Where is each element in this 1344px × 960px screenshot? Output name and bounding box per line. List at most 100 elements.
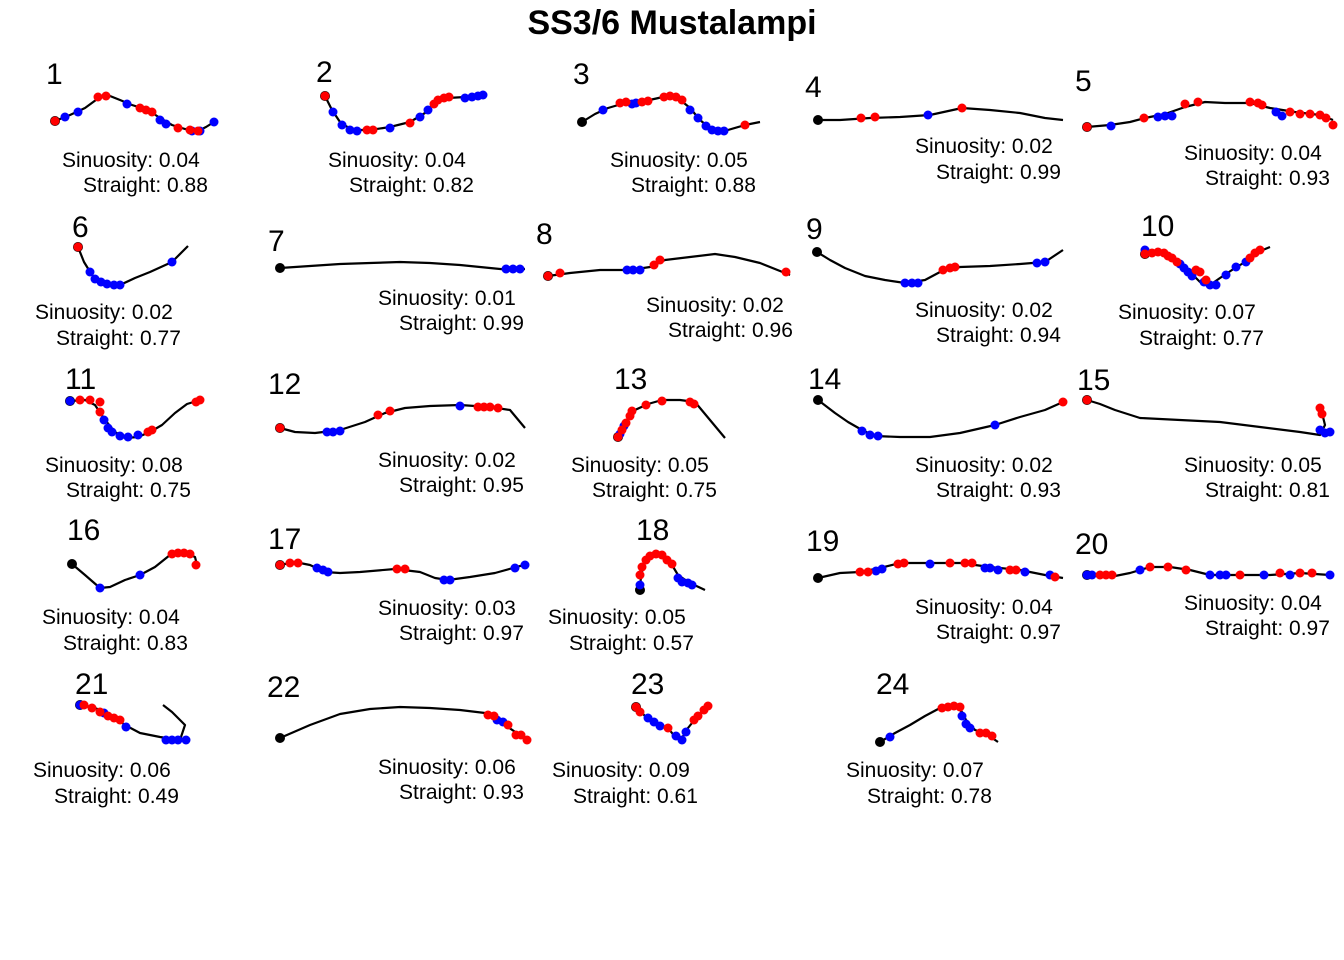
blue-point [635, 580, 645, 590]
red-point [285, 558, 295, 568]
red-point [1257, 100, 1267, 110]
blue-point [121, 722, 131, 732]
red-point [637, 562, 647, 572]
straightness-label: Straight: 0.97 [399, 622, 524, 645]
red-point [677, 95, 687, 105]
panel-number: 6 [72, 211, 89, 244]
red-point [635, 570, 645, 580]
straightness-label: Straight: 0.99 [399, 312, 524, 335]
red-point [1201, 275, 1211, 285]
red-point [1082, 122, 1092, 132]
sinuosity-label: Sinuosity: 0.02 [35, 301, 173, 324]
red-point [1305, 109, 1315, 119]
blue-point [1032, 258, 1042, 268]
red-point [101, 91, 111, 101]
blue-point [115, 280, 125, 290]
straightness-label: Straight: 0.93 [1205, 167, 1330, 190]
sinuosity-label: Sinuosity: 0.06 [33, 759, 171, 782]
panel-number: 23 [631, 668, 665, 701]
blue-point [99, 415, 109, 425]
red-point [855, 567, 865, 577]
red-point [400, 564, 410, 574]
blue-point [65, 396, 75, 406]
sinuosity-label: Sinuosity: 0.04 [62, 149, 200, 172]
sinuosity-label: Sinuosity: 0.04 [1184, 142, 1322, 165]
red-point [1181, 565, 1191, 575]
red-point [1082, 395, 1092, 405]
blue-point [877, 564, 887, 574]
blue-point [1020, 567, 1030, 577]
red-point [967, 558, 977, 568]
red-point [938, 265, 948, 275]
panel-number: 15 [1077, 364, 1111, 397]
blue-point [173, 735, 183, 745]
blue-point [107, 427, 117, 437]
red-point [522, 735, 532, 745]
straightness-label: Straight: 0.97 [1205, 617, 1330, 640]
blue-point [1040, 257, 1050, 267]
straightness-label: Straight: 0.93 [399, 781, 524, 804]
red-point [1285, 107, 1295, 117]
red-point [93, 92, 103, 102]
sinuosity-label: Sinuosity: 0.04 [915, 596, 1053, 619]
blue-point [115, 431, 125, 441]
panel-number: 21 [75, 668, 109, 701]
red-point [405, 118, 415, 128]
start-point [275, 733, 285, 743]
straightness-label: Straight: 0.99 [936, 161, 1061, 184]
blue-point [455, 401, 465, 411]
blue-point [1221, 570, 1231, 580]
blue-point [520, 560, 530, 570]
red-point [543, 271, 553, 281]
straightness-label: Straight: 0.77 [1139, 327, 1264, 350]
blue-point [1160, 111, 1170, 121]
red-point [1180, 99, 1190, 109]
red-point [50, 116, 60, 126]
panel-number: 19 [806, 525, 840, 558]
sinuosity-label: Sinuosity: 0.02 [646, 294, 784, 317]
red-point [195, 395, 205, 405]
red-point [555, 268, 565, 278]
start-point [813, 395, 823, 405]
blue-point [1231, 262, 1241, 272]
red-point [493, 403, 503, 413]
blue-point [85, 267, 95, 277]
panel-number: 16 [67, 514, 101, 547]
red-point [1193, 97, 1203, 107]
panel-number: 2 [316, 56, 333, 89]
red-point [945, 558, 955, 568]
red-point [899, 558, 909, 568]
blue-point [1211, 280, 1221, 290]
red-point [950, 262, 960, 272]
sinuosity-label: Sinuosity: 0.03 [378, 597, 516, 620]
red-point [75, 395, 85, 405]
blue-point [1221, 270, 1231, 280]
red-point [1050, 572, 1060, 582]
red-point [955, 702, 965, 712]
straightness-label: Straight: 0.94 [936, 324, 1061, 347]
red-point [385, 406, 395, 416]
red-point [1255, 245, 1265, 255]
panel-number: 9 [806, 213, 823, 246]
sinuosity-label: Sinuosity: 0.04 [42, 606, 180, 629]
panel-number: 11 [65, 363, 97, 396]
straightness-label: Straight: 0.88 [83, 174, 208, 197]
straightness-label: Straight: 0.83 [63, 632, 188, 655]
blue-point [628, 265, 638, 275]
red-point [1295, 568, 1305, 578]
track-line [279, 260, 526, 272]
red-point [641, 400, 651, 410]
panel-number: 7 [268, 225, 285, 258]
blue-point [677, 735, 687, 745]
red-point [856, 113, 866, 123]
sinuosity-label: Sinuosity: 0.06 [378, 756, 516, 779]
